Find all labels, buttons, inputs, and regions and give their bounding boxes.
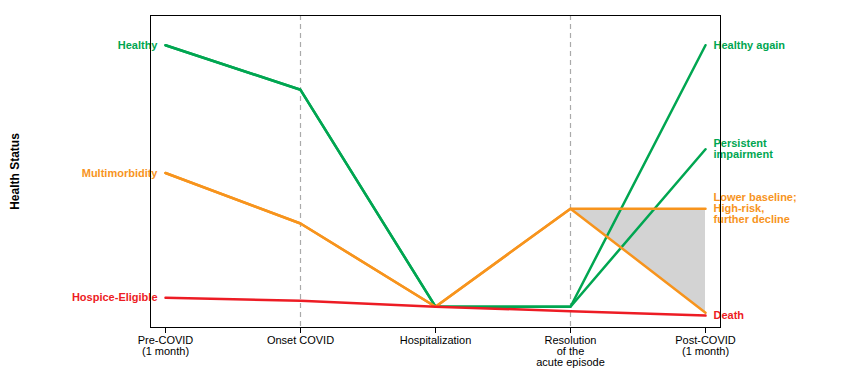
svg-text:Healthy again: Healthy again — [714, 39, 786, 51]
svg-text:Lower baseline;High-risk,furth: Lower baseline;High-risk,further decline — [714, 191, 797, 225]
svg-text:Onset COVID: Onset COVID — [267, 334, 334, 346]
svg-text:Death: Death — [714, 309, 745, 321]
svg-text:Hospice-Eligible: Hospice-Eligible — [72, 291, 158, 303]
svg-text:Persistentimpairment: Persistentimpairment — [714, 137, 774, 160]
svg-text:Post-COVID(1 month): Post-COVID(1 month) — [675, 334, 736, 357]
svg-text:Hospitalization: Hospitalization — [400, 334, 472, 346]
svg-text:Multimorbidity: Multimorbidity — [82, 167, 159, 179]
svg-text:Health Status: Health Status — [8, 133, 22, 210]
svg-text:Pre-COVID(1 month): Pre-COVID(1 month) — [138, 334, 194, 357]
svg-text:Resolutionof theacute episode: Resolutionof theacute episode — [536, 334, 605, 368]
svg-text:Healthy: Healthy — [118, 39, 159, 51]
